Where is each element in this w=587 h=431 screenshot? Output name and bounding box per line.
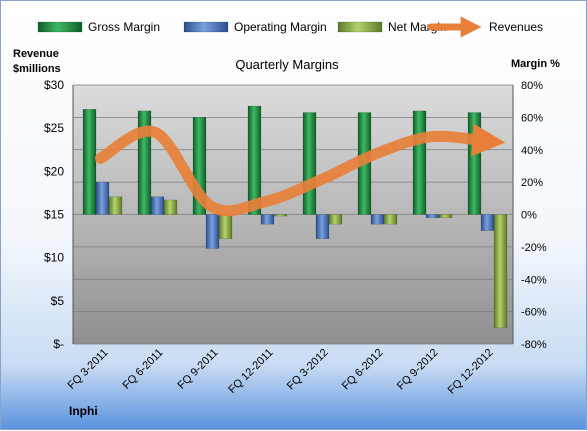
legend-gross-margin: Gross Margin xyxy=(88,20,160,34)
left-axis-title-line2: $millions xyxy=(13,63,61,75)
right-tick-label: -20% xyxy=(521,242,547,254)
revenues-line xyxy=(95,123,506,217)
legend-operating-margin-swatch xyxy=(183,21,229,33)
net-margin-bar xyxy=(438,214,453,218)
operating-margin-bar xyxy=(95,181,110,215)
category-label: FQ 9-2012 xyxy=(395,347,441,393)
left-tick-label: $15 xyxy=(44,208,64,222)
legend-operating-margin: Operating Margin xyxy=(234,20,327,34)
left-tick-label: $- xyxy=(53,337,64,351)
category-label: FQ 3-2011 xyxy=(66,347,111,392)
company-name: Inphi xyxy=(69,404,98,418)
operating-margin-bar xyxy=(205,214,220,249)
right-tick-label: 80% xyxy=(521,80,543,92)
gross-margin-bar xyxy=(82,109,97,215)
left-tick-label: $10 xyxy=(44,251,64,265)
net-margin-bar xyxy=(108,196,123,215)
net-margin-bar xyxy=(383,214,398,225)
gross-margin-bar xyxy=(247,105,262,215)
left-tick-label: $20 xyxy=(44,164,64,178)
right-tick-label: -40% xyxy=(521,274,547,286)
right-tick-label: 20% xyxy=(521,177,543,189)
gross-margin-bar xyxy=(467,112,482,215)
left-tick-label: $25 xyxy=(44,121,64,135)
left-tick-label: $5 xyxy=(51,294,65,308)
category-label: FQ 6-2011 xyxy=(121,347,166,392)
operating-margin-bar xyxy=(260,214,275,225)
chart-title: Quarterly Margins xyxy=(235,57,339,72)
net-margin-bar xyxy=(163,199,178,215)
gross-margin-bar xyxy=(302,112,317,215)
net-margin-bar xyxy=(218,214,233,240)
operating-margin-bar xyxy=(425,214,440,218)
operating-margin-bar xyxy=(480,214,495,231)
legend-gross-margin-swatch xyxy=(37,21,83,33)
operating-margin-bar xyxy=(315,214,330,240)
left-tick-label: $30 xyxy=(44,78,64,92)
legend-revenues: Revenues xyxy=(489,20,543,34)
gross-margin-bar xyxy=(412,110,427,215)
net-margin-bar xyxy=(328,214,343,225)
right-tick-label: -60% xyxy=(521,307,547,319)
right-tick-label: 60% xyxy=(521,112,543,124)
category-label: FQ 6-2012 xyxy=(340,347,386,393)
right-axis-title: Margin % xyxy=(511,58,560,70)
category-label: FQ 3-2012 xyxy=(285,347,331,393)
net-margin-bar xyxy=(273,214,288,217)
category-label: FQ 12-2012 xyxy=(446,347,496,397)
operating-margin-bar xyxy=(150,196,165,215)
net-margin-bar xyxy=(493,214,508,329)
operating-margin-bar xyxy=(370,214,385,225)
left-axis-title-line1: Revenue xyxy=(13,48,59,60)
right-tick-label: -80% xyxy=(521,339,547,351)
category-label: FQ 12-2011 xyxy=(226,347,275,396)
category-label: FQ 9-2011 xyxy=(176,347,221,392)
legend-net-margin-swatch xyxy=(337,21,383,33)
right-tick-label: 0% xyxy=(521,210,537,222)
right-tick-label: 40% xyxy=(521,145,543,157)
